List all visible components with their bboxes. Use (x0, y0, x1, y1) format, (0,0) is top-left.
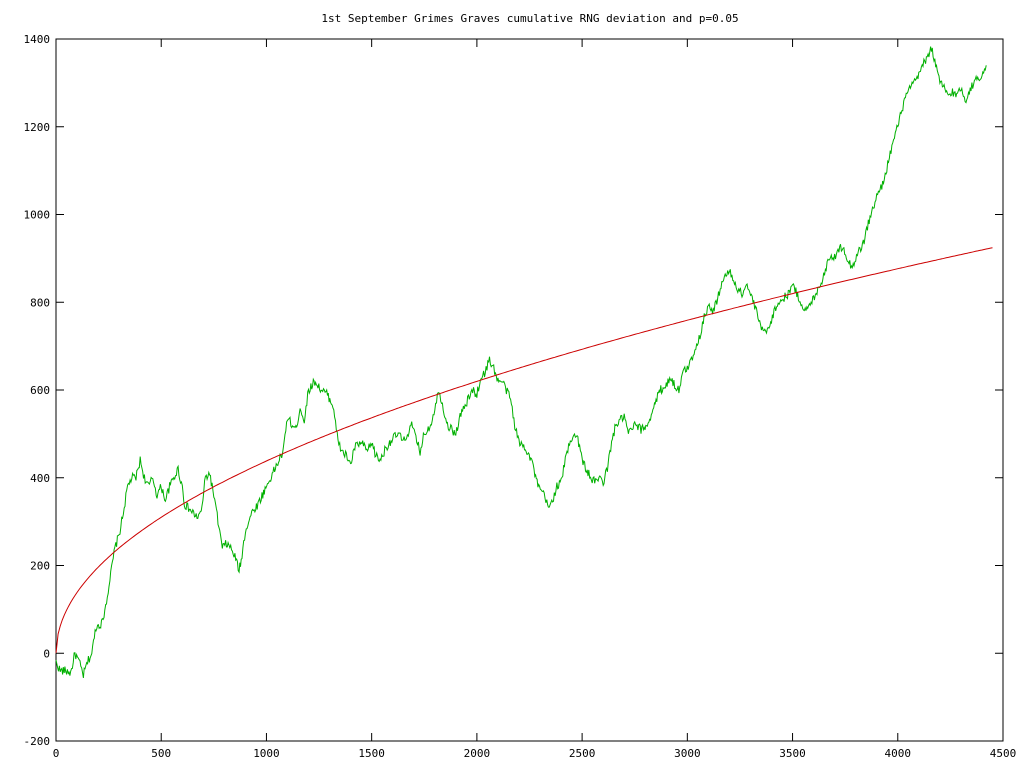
y-tick-label: 800 (30, 296, 50, 309)
plot-frame (55, 38, 1004, 742)
series-line-2 (55, 247, 993, 654)
chart-title: 1st September Grimes Graves cumulative R… (321, 12, 738, 25)
y-tick-label: -200 (24, 735, 51, 748)
y-tick-label: 1400 (24, 33, 51, 46)
y-tick-label: 600 (30, 384, 50, 397)
x-tick-label: 3000 (674, 747, 701, 760)
x-tick-label: 4000 (885, 747, 912, 760)
y-tick-label: 1000 (24, 209, 51, 222)
x-tick-label: 4500 (990, 747, 1017, 760)
y-tick-label: 0 (43, 647, 50, 660)
x-tick-label: 2500 (569, 747, 596, 760)
x-tick-label: 3500 (779, 747, 806, 760)
y-tick-label: 400 (30, 472, 50, 485)
x-tick-label: 1500 (358, 747, 385, 760)
y-tick-label: 200 (30, 560, 50, 573)
x-tick-label: 1000 (253, 747, 280, 760)
x-tick-label: 0 (53, 747, 60, 760)
y-tick-label: 1200 (24, 121, 51, 134)
x-tick-label: 2000 (464, 747, 491, 760)
tick-layer: 0 500 1000 1500 2000 2500 3000 3500 4000 4500-200… (24, 33, 1017, 760)
series-line-1 (55, 46, 987, 678)
x-tick-label: 500 (151, 747, 171, 760)
series-layer (55, 46, 993, 678)
plot-area (55, 38, 1004, 742)
